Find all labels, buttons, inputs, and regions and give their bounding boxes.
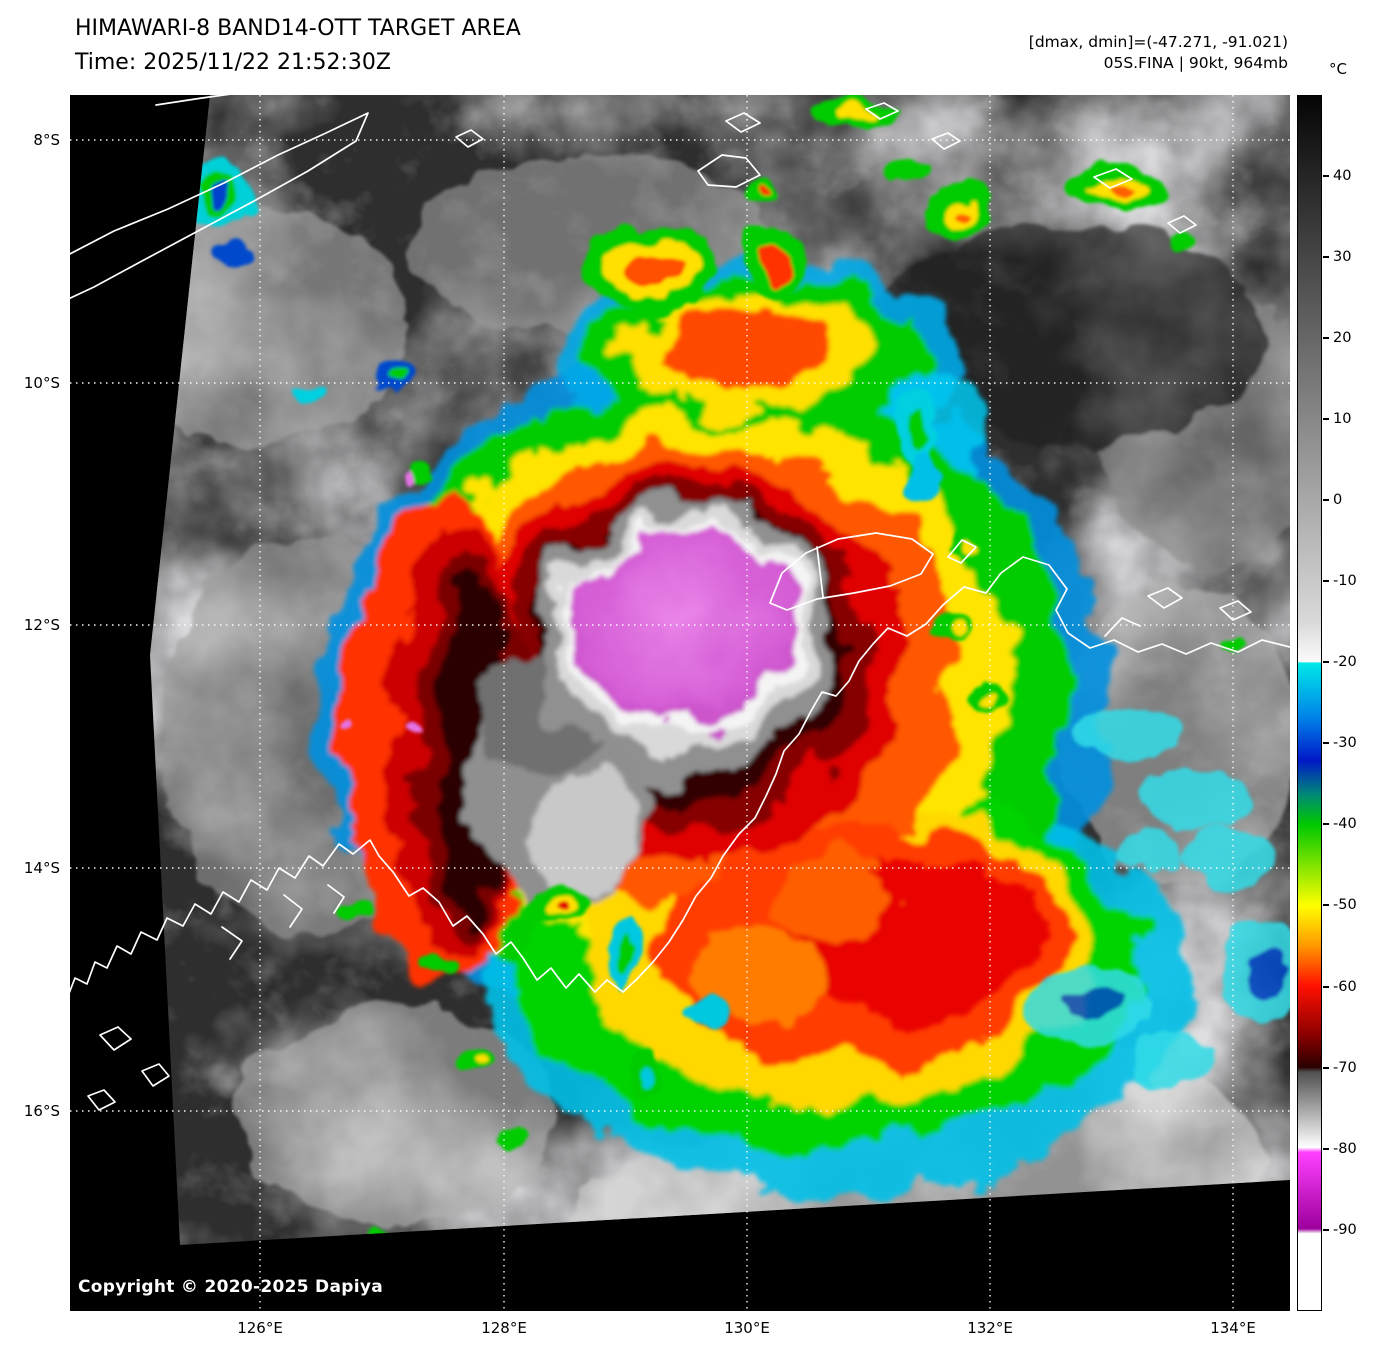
lat-label-14s: 14°S [23,859,60,877]
storm-info: 05S.FINA | 90kt, 964mb [1103,54,1288,72]
satellite-map: Copyright © 2020-2025 Dapiya [70,95,1290,1311]
colorbar-tick-mark [1323,1067,1329,1069]
dmax-dmin-readout: [dmax, dmin]=(-47.271, -91.021) [1028,33,1288,51]
satellite-image [70,95,1290,1311]
colorbar-tick-label: -70 [1333,1060,1357,1076]
lon-label-130e: 130°E [724,1319,770,1337]
coastline-tiwi-islands [769,532,934,611]
convective-cells [173,101,1246,1242]
colorbar-tick-label: -20 [1333,654,1357,670]
colorbar-gradient [1298,96,1321,1310]
colorbar-ticks: 40 30 20 10 0 -10 -20 -30 -40 -50 -60 -7… [1323,95,1387,1311]
colorbar-tick-mark [1323,1148,1329,1150]
colorbar-tick-label: -90 [1333,1222,1357,1238]
colorbar [1297,95,1322,1311]
colorbar-tick-mark [1323,418,1329,420]
lat-label-16s: 16°S [23,1102,60,1120]
lon-label-132e: 132°E [967,1319,1013,1337]
southern-rainband [690,855,1040,1021]
colorbar-tick-label: -30 [1333,735,1357,751]
lon-label-134e: 134°E [1210,1319,1256,1337]
page-title: HIMAWARI-8 BAND14-OTT TARGET AREA [75,16,521,41]
colorbar-tick-label: 10 [1333,411,1352,427]
coastlines [70,95,1290,1111]
colorbar-unit: °C [1329,60,1347,78]
colorbar-tick-mark [1323,175,1329,177]
colorbar-tick-mark [1323,742,1329,744]
colorbar-tick-label: 40 [1333,168,1352,184]
timestamp: Time: 2025/11/22 21:52:30Z [75,50,391,75]
lon-label-128e: 128°E [481,1319,527,1337]
colorbar-tick-label: 0 [1333,492,1343,508]
colorbar-tick-mark [1323,580,1329,582]
colorbar-tick-label: -50 [1333,897,1357,913]
colorbar-tick-mark [1323,823,1329,825]
lat-label-12s: 12°S [23,616,60,634]
colorbar-tick-mark [1323,904,1329,906]
coastline-timor [70,112,369,300]
lat-label-8s: 8°S [33,131,60,149]
colorbar-tick-mark [1323,499,1329,501]
colorbar-tick-label: -40 [1333,816,1357,832]
colorbar-tick-mark [1323,1229,1329,1231]
cyan-cloud-patches [1028,711,1290,1086]
coastline-australia [70,556,1290,994]
colorbar-tick-mark [1323,661,1329,663]
colorbar-tick-mark [1323,986,1329,988]
lat-label-10s: 10°S [23,374,60,392]
colorbar-tick-label: -60 [1333,979,1357,995]
colorbar-tick-mark [1323,337,1329,339]
lon-label-126e: 126°E [237,1319,283,1337]
cyclone-cdo [567,531,789,715]
colorbar-tick-label: 30 [1333,249,1352,265]
colorbar-tick-label: -10 [1333,573,1357,589]
colorbar-tick-label: -80 [1333,1141,1357,1157]
colorbar-tick-mark [1323,256,1329,258]
copyright: Copyright © 2020-2025 Dapiya [78,1277,383,1297]
header-right: [dmax, dmin]=(-47.271, -91.021) 05S.FINA… [1029,32,1288,74]
colorbar-tick-label: 20 [1333,330,1352,346]
